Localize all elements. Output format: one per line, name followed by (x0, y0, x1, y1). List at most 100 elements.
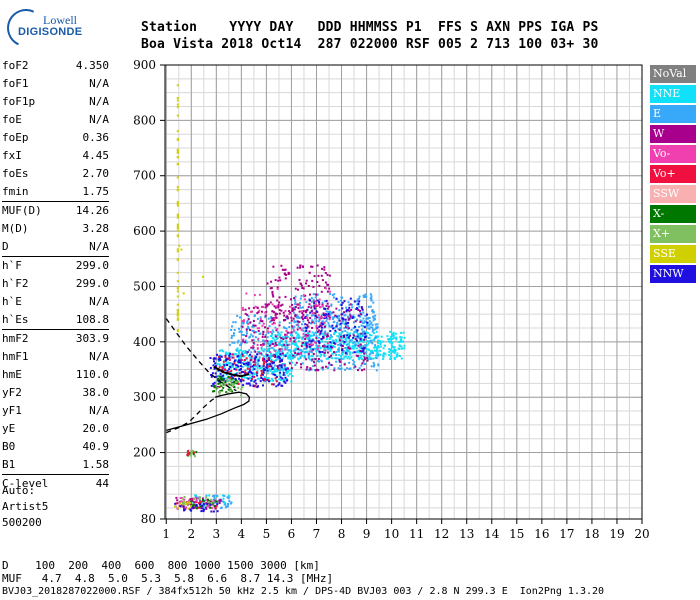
echo-point (315, 331, 318, 334)
echo-point (176, 204, 179, 207)
echo-point (379, 349, 382, 352)
echo-point (239, 349, 242, 352)
echo-point (233, 375, 236, 378)
echo-point (176, 225, 179, 228)
echo-point (258, 322, 261, 325)
echo-point (327, 351, 329, 354)
echo-point (189, 498, 192, 501)
echo-point (349, 334, 352, 337)
echo-point (267, 377, 270, 380)
echo-point (218, 393, 221, 396)
echo-point (335, 297, 338, 300)
echo-point (213, 497, 216, 500)
echo-point (316, 327, 319, 330)
trace-line (213, 365, 250, 378)
echo-point (264, 326, 266, 329)
echo-point (311, 321, 314, 324)
echo-point (330, 345, 332, 348)
echo-point (273, 305, 276, 308)
echo-point (236, 349, 238, 352)
echo-point (388, 348, 391, 351)
echo-point (319, 306, 322, 309)
echo-point (389, 340, 392, 343)
echo-point (341, 345, 344, 347)
param-value: 44 (95, 477, 109, 490)
echo-point (241, 320, 244, 322)
echo-point (286, 346, 289, 349)
echo-point (331, 352, 334, 355)
echo-point (212, 364, 215, 367)
echo-point (327, 315, 330, 318)
echo-point (368, 320, 371, 323)
echo-point (214, 357, 217, 360)
echo-point (315, 337, 318, 339)
echo-point (343, 336, 346, 339)
echo-point (280, 379, 283, 381)
echo-point (241, 333, 243, 336)
echo-point (226, 377, 229, 380)
echo-point (310, 265, 313, 268)
echo-point (288, 343, 291, 346)
echo-point (314, 300, 317, 303)
echo-point (308, 350, 311, 353)
echo-point (302, 313, 305, 316)
echo-point (218, 499, 221, 502)
echo-point (335, 340, 338, 343)
echo-point (370, 334, 373, 337)
echo-point (362, 317, 365, 320)
echo-point (239, 361, 242, 364)
echo-point (330, 364, 333, 366)
echo-point (240, 371, 243, 374)
echo-point (220, 385, 223, 388)
echo-point (370, 295, 373, 298)
echo-point (230, 384, 233, 387)
echo-point (266, 363, 269, 366)
echo-point (274, 314, 277, 317)
echo-point (294, 303, 297, 306)
echo-point (259, 316, 262, 319)
echo-point (225, 357, 228, 360)
echo-point (352, 366, 355, 369)
echo-point (242, 363, 245, 365)
echo-point (280, 364, 283, 367)
echo-point (274, 279, 277, 282)
echo-point (239, 316, 241, 319)
echo-point (284, 367, 286, 370)
echo-point (247, 366, 250, 368)
echo-point (238, 350, 241, 352)
echo-point (320, 290, 323, 293)
echo-point (277, 351, 280, 354)
param-label: yF2 (2, 386, 22, 399)
echo-point (353, 351, 356, 354)
echo-point (362, 351, 365, 354)
echo-point (227, 371, 230, 374)
echo-point (319, 346, 322, 349)
echo-point (333, 332, 336, 334)
echo-point (300, 349, 303, 352)
echo-point (355, 347, 358, 350)
echo-point (317, 316, 320, 319)
echo-point (305, 358, 308, 361)
echo-point (349, 347, 352, 350)
echo-point (352, 359, 355, 362)
echo-point (372, 365, 375, 368)
echo-point (280, 347, 283, 350)
echo-point (347, 309, 350, 312)
echo-point (246, 352, 249, 355)
echo-point (308, 338, 311, 341)
echo-point (300, 283, 303, 286)
echo-point (179, 502, 182, 505)
echo-point (315, 324, 318, 327)
echo-point (268, 340, 271, 343)
echo-point (272, 366, 275, 369)
echo-point (344, 347, 347, 349)
echo-point (231, 364, 234, 367)
echo-point (189, 452, 192, 455)
param-label: hmF2 (2, 332, 29, 345)
echo-point (308, 339, 311, 342)
echo-point (317, 304, 320, 307)
echo-point (242, 379, 245, 382)
echo-point (363, 295, 366, 298)
param-row: M(D) 3.28 (2, 220, 109, 238)
echo-point (354, 338, 357, 341)
